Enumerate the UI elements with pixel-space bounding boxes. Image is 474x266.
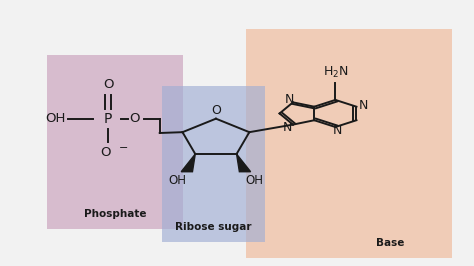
Text: OH: OH [46,112,66,125]
Text: O: O [100,146,111,159]
Text: O: O [103,78,113,91]
Text: Base: Base [376,238,405,248]
FancyBboxPatch shape [47,55,183,229]
Text: Ribose sugar: Ribose sugar [175,222,252,232]
Text: O: O [211,103,221,117]
Text: N: N [333,124,342,137]
Text: OH: OH [246,174,264,187]
FancyBboxPatch shape [246,29,453,258]
Text: N: N [283,121,292,134]
Polygon shape [181,154,195,172]
Text: P: P [104,112,112,126]
FancyBboxPatch shape [162,86,265,242]
Text: −: − [118,143,128,153]
Text: OH: OH [168,174,186,187]
Text: N: N [284,93,294,106]
Text: H$_2$N: H$_2$N [323,65,348,80]
Polygon shape [237,154,251,172]
Text: O: O [129,112,140,125]
Text: N: N [358,99,368,112]
Text: Phosphate: Phosphate [84,209,146,219]
